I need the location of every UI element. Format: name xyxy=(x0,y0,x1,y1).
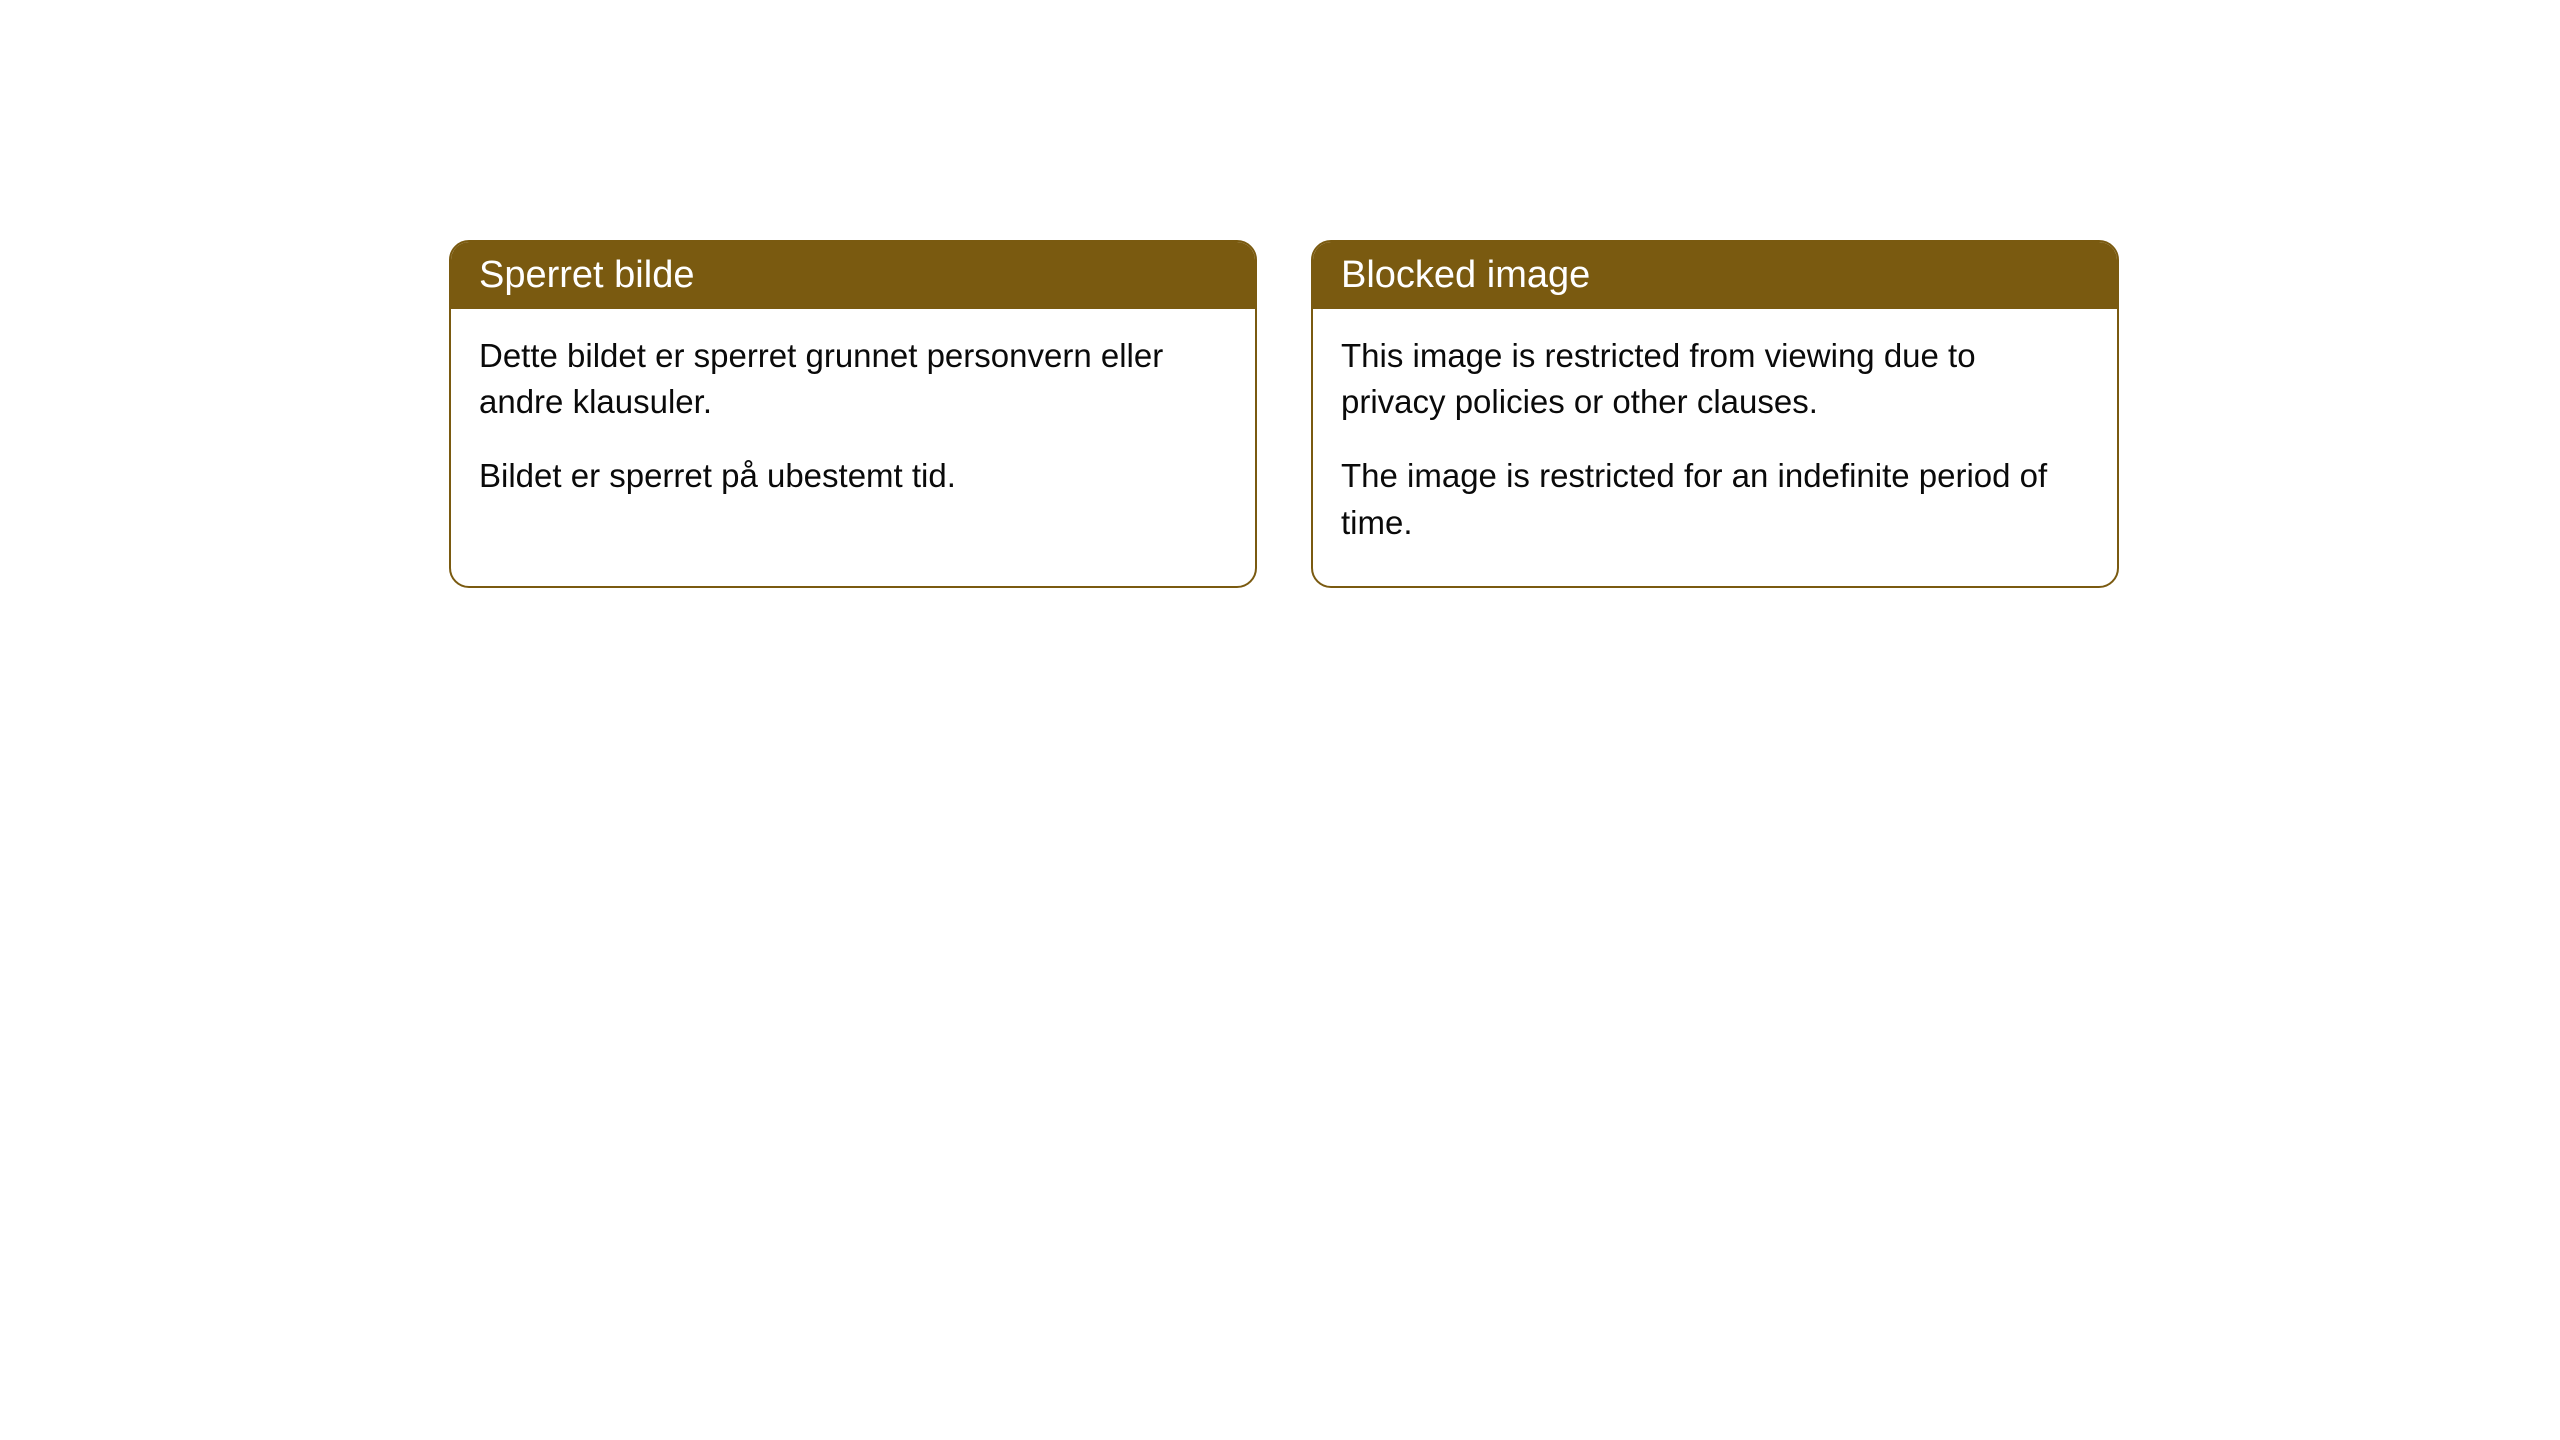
card-paragraph: This image is restricted from viewing du… xyxy=(1341,333,2089,425)
card-paragraph: Bildet er sperret på ubestemt tid. xyxy=(479,453,1227,499)
card-paragraph: The image is restricted for an indefinit… xyxy=(1341,453,2089,545)
card-body: Dette bildet er sperret grunnet personve… xyxy=(451,309,1255,540)
notice-card-english: Blocked image This image is restricted f… xyxy=(1311,240,2119,588)
card-header: Blocked image xyxy=(1313,242,2117,309)
card-title: Blocked image xyxy=(1341,254,1590,296)
notice-card-norwegian: Sperret bilde Dette bildet er sperret gr… xyxy=(449,240,1257,588)
card-title: Sperret bilde xyxy=(479,254,694,296)
card-body: This image is restricted from viewing du… xyxy=(1313,309,2117,586)
card-header: Sperret bilde xyxy=(451,242,1255,309)
card-paragraph: Dette bildet er sperret grunnet personve… xyxy=(479,333,1227,425)
notice-container: Sperret bilde Dette bildet er sperret gr… xyxy=(449,240,2119,588)
